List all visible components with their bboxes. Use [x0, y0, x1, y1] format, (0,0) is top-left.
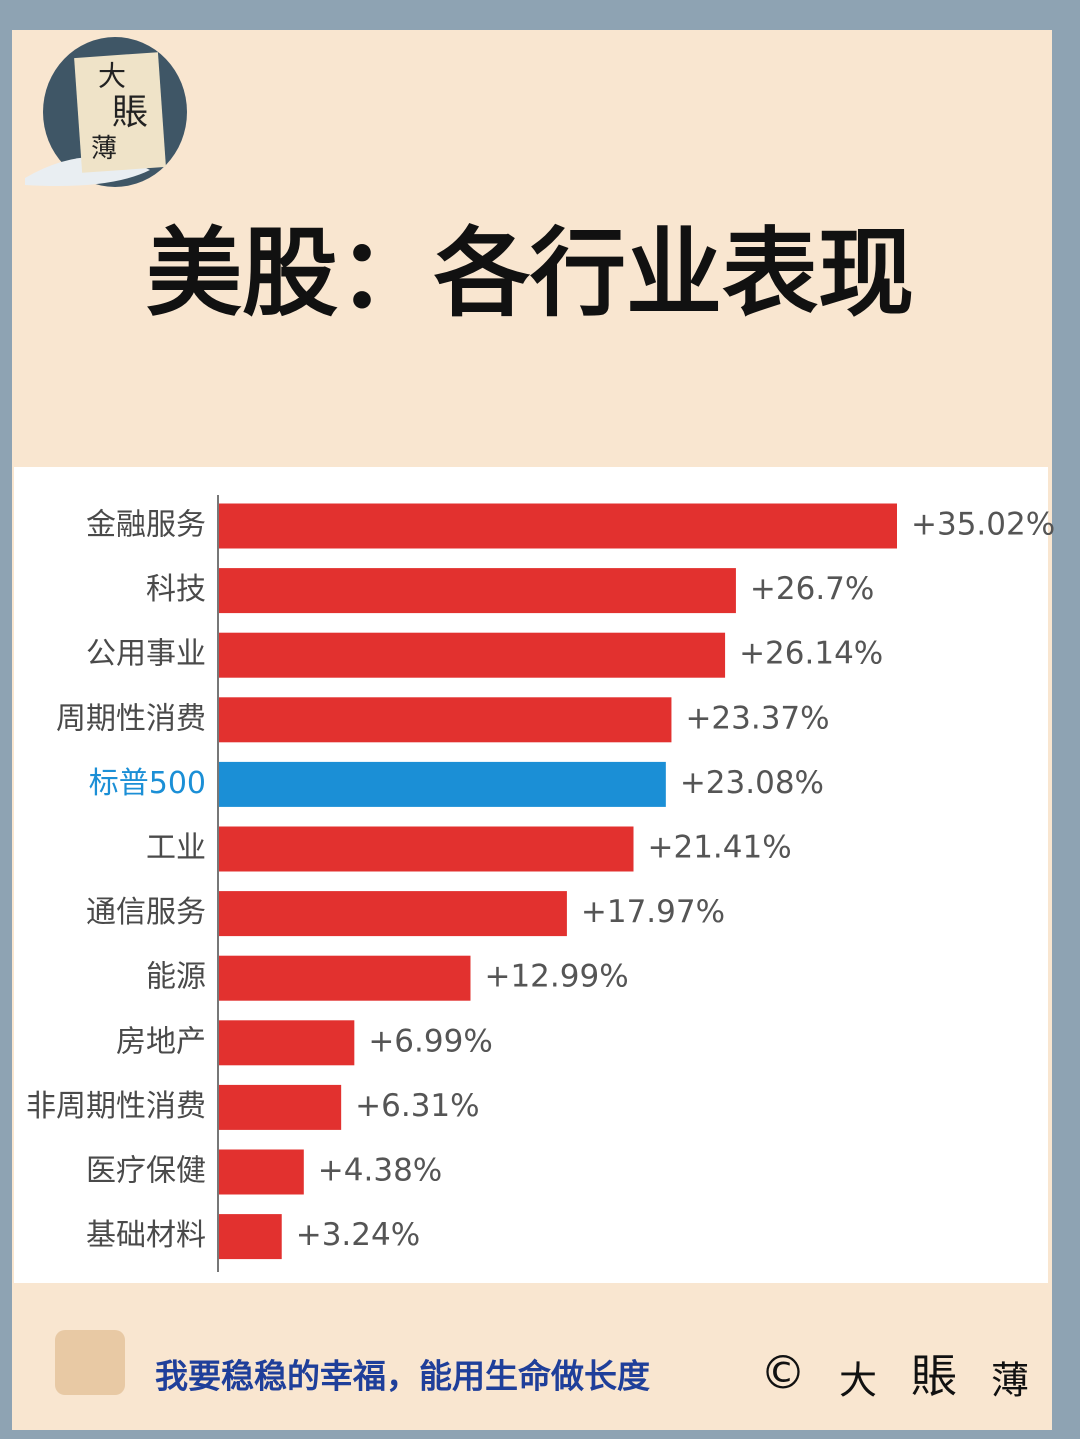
category-label: 房地产: [116, 1024, 206, 1059]
bar: [219, 1084, 342, 1130]
category-label: 工业: [146, 831, 206, 866]
category-label: 周期性消费: [56, 701, 206, 736]
category-label: 基础材料: [86, 1218, 206, 1253]
signature-char: 賬: [911, 1349, 957, 1403]
logo: 大 賬 薄: [25, 37, 187, 187]
category-label: 能源: [146, 960, 206, 995]
bar: [219, 1149, 304, 1195]
value-label: +26.7%: [750, 571, 874, 607]
value-label: +6.99%: [368, 1023, 492, 1059]
category-label: 科技: [146, 572, 206, 607]
category-label: 医疗保健: [86, 1154, 206, 1189]
category-label: 标普500: [89, 766, 206, 801]
bars: 金融服务 +35.02% 科技 +26.7% 公用事业 +26.14% 周期性消费 +23.3…: [26, 503, 1055, 1260]
category-label: 公用事业: [86, 637, 206, 672]
signature-char: 薄: [991, 1359, 1029, 1403]
value-label: +35.02%: [911, 507, 1055, 543]
value-label: +26.14%: [739, 636, 883, 672]
logo-char: 大: [98, 60, 126, 93]
bar: [219, 761, 666, 807]
value-label: +4.38%: [318, 1153, 442, 1189]
value-label: +23.37%: [685, 700, 829, 736]
bar: [219, 1214, 282, 1260]
copyright: ©: [760, 1346, 806, 1400]
footer-slogan: 我要稳稳的幸福，能用生命做长度: [155, 1357, 650, 1396]
bar: [219, 955, 471, 1001]
category-label: 非周期性消费: [26, 1089, 206, 1124]
bar: [219, 826, 634, 872]
bar: [219, 697, 672, 743]
category-label: 金融服务: [86, 508, 206, 543]
footer: 我要稳稳的幸福，能用生命做长度 © 大 賬 薄: [55, 1330, 1029, 1403]
bar: [219, 891, 567, 937]
logo-char: 賬: [112, 92, 148, 133]
value-label: +3.24%: [296, 1217, 420, 1253]
signature-char: 大: [839, 1359, 877, 1403]
bar: [219, 632, 726, 678]
value-label: +23.08%: [680, 765, 824, 801]
chart-title: 美股：各行业表现: [146, 217, 914, 329]
logo-paper: [74, 52, 166, 173]
bar: [219, 1020, 355, 1066]
value-label: +6.31%: [355, 1088, 479, 1124]
value-label: +12.99%: [484, 959, 628, 995]
value-label: +21.41%: [648, 830, 792, 866]
bar: [219, 503, 897, 549]
footer-image: [55, 1330, 125, 1395]
category-label: 通信服务: [86, 895, 206, 930]
logo-char: 薄: [91, 134, 117, 164]
bar: [219, 568, 736, 614]
value-label: +17.97%: [581, 894, 725, 930]
